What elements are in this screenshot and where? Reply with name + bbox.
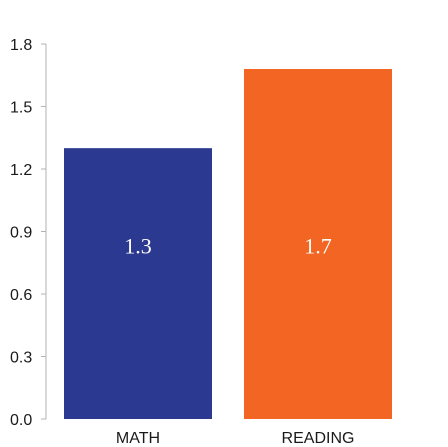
x-axis: MATH READING [116,430,355,447]
data-label: 1.3 [124,234,152,259]
bar-reading [244,69,392,419]
y-tick-label: 0.6 [10,287,32,304]
data-labels: 1.3 1.7 [124,234,332,259]
x-tick-label: READING [282,430,355,447]
y-axis: 0.0 0.3 0.6 0.9 1.2 1.5 1.8 [10,37,47,429]
y-tick-label: 1.5 [10,100,32,117]
bars [64,69,392,419]
y-tick-label: 1.2 [10,162,32,179]
y-tick-label: 0.0 [10,412,32,429]
data-label: 1.7 [304,234,332,259]
x-tick-label: MATH [116,430,160,447]
y-tick-label: 0.9 [10,225,32,242]
bar-math [64,148,212,419]
y-tick-label: 1.8 [10,37,32,54]
y-tick-label: 0.3 [10,350,32,367]
